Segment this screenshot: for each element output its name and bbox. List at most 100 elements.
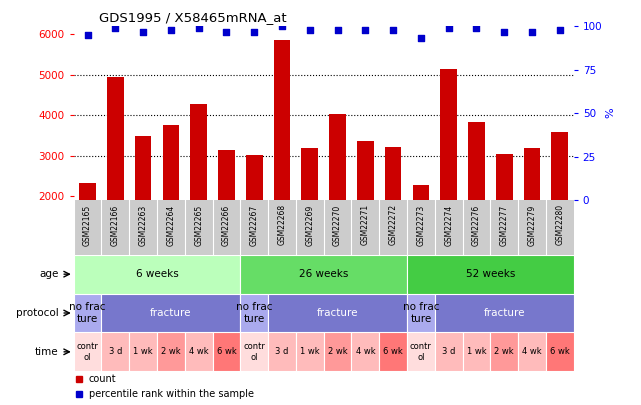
Bar bbox=[74, 294, 101, 333]
Text: GSM22266: GSM22266 bbox=[222, 204, 231, 245]
Text: 4 wk: 4 wk bbox=[189, 347, 208, 356]
Text: GSM22274: GSM22274 bbox=[444, 204, 453, 245]
Point bbox=[554, 27, 565, 33]
Bar bbox=[135, 136, 151, 277]
Text: contr
ol: contr ol bbox=[77, 342, 99, 362]
Text: 52 weeks: 52 weeks bbox=[465, 269, 515, 279]
Text: age: age bbox=[39, 269, 59, 279]
Text: 2 wk: 2 wk bbox=[161, 347, 181, 356]
Bar bbox=[213, 333, 240, 371]
Bar bbox=[190, 104, 207, 277]
Bar bbox=[74, 255, 240, 294]
Text: 3 d: 3 d bbox=[109, 347, 122, 356]
Text: 2 wk: 2 wk bbox=[328, 347, 347, 356]
Bar bbox=[413, 185, 429, 277]
Text: 1 wk: 1 wk bbox=[133, 347, 153, 356]
Bar bbox=[157, 333, 185, 371]
Bar bbox=[268, 333, 296, 371]
Text: 4 wk: 4 wk bbox=[356, 347, 375, 356]
Point bbox=[110, 25, 121, 31]
Bar bbox=[185, 333, 213, 371]
Text: GSM22264: GSM22264 bbox=[167, 204, 176, 245]
Text: fracture: fracture bbox=[150, 308, 192, 318]
Bar bbox=[268, 294, 407, 333]
Bar bbox=[101, 294, 240, 333]
Bar bbox=[463, 333, 490, 371]
Bar bbox=[551, 132, 568, 277]
Bar bbox=[407, 255, 574, 294]
Bar bbox=[129, 333, 157, 371]
Text: 6 wk: 6 wk bbox=[550, 347, 570, 356]
Text: GSM22269: GSM22269 bbox=[305, 204, 314, 245]
Text: GSM22263: GSM22263 bbox=[138, 204, 147, 245]
Bar bbox=[435, 294, 574, 333]
Text: GSM22273: GSM22273 bbox=[417, 204, 426, 245]
Bar bbox=[468, 122, 485, 277]
Point bbox=[304, 27, 315, 33]
Point bbox=[249, 28, 260, 35]
Text: no frac
ture: no frac ture bbox=[69, 302, 106, 324]
Text: GSM22166: GSM22166 bbox=[111, 204, 120, 245]
Bar bbox=[351, 333, 379, 371]
Point bbox=[527, 28, 537, 35]
Text: fracture: fracture bbox=[317, 308, 358, 318]
Text: protocol: protocol bbox=[16, 308, 59, 318]
Text: contr
ol: contr ol bbox=[410, 342, 432, 362]
Bar bbox=[296, 333, 324, 371]
Bar bbox=[101, 333, 129, 371]
Bar bbox=[379, 333, 407, 371]
Bar bbox=[435, 333, 463, 371]
Text: GSM22277: GSM22277 bbox=[500, 204, 509, 245]
Y-axis label: %: % bbox=[605, 108, 615, 118]
Bar bbox=[246, 155, 263, 277]
Text: GSM22280: GSM22280 bbox=[555, 204, 564, 245]
Bar bbox=[440, 69, 457, 277]
Bar bbox=[324, 333, 351, 371]
Point bbox=[444, 25, 454, 31]
Point bbox=[499, 28, 510, 35]
Point bbox=[194, 25, 204, 31]
Bar bbox=[407, 333, 435, 371]
Bar bbox=[329, 114, 346, 277]
Point bbox=[166, 27, 176, 33]
Bar bbox=[407, 294, 435, 333]
Text: GSM22267: GSM22267 bbox=[250, 204, 259, 245]
Bar bbox=[274, 40, 290, 277]
Text: time: time bbox=[35, 347, 59, 357]
Text: 26 weeks: 26 weeks bbox=[299, 269, 349, 279]
Bar bbox=[496, 154, 513, 277]
Text: GSM22270: GSM22270 bbox=[333, 204, 342, 245]
Point bbox=[277, 23, 287, 30]
Bar bbox=[518, 333, 546, 371]
Text: GSM22271: GSM22271 bbox=[361, 204, 370, 245]
Text: GSM22268: GSM22268 bbox=[278, 204, 287, 245]
Bar bbox=[357, 141, 374, 277]
Point bbox=[360, 27, 370, 33]
Bar bbox=[546, 333, 574, 371]
Text: 1 wk: 1 wk bbox=[467, 347, 487, 356]
Bar bbox=[240, 255, 407, 294]
Text: contr
ol: contr ol bbox=[244, 342, 265, 362]
Bar bbox=[524, 148, 540, 277]
Bar bbox=[79, 183, 96, 277]
Point bbox=[416, 35, 426, 42]
Bar bbox=[385, 147, 401, 277]
Text: GSM22265: GSM22265 bbox=[194, 204, 203, 245]
Text: GSM22272: GSM22272 bbox=[388, 204, 397, 245]
Text: no frac
ture: no frac ture bbox=[236, 302, 272, 324]
Bar bbox=[301, 148, 318, 277]
Text: GSM22276: GSM22276 bbox=[472, 204, 481, 245]
Point bbox=[221, 28, 231, 35]
Bar bbox=[107, 77, 124, 277]
Bar bbox=[490, 333, 518, 371]
Text: 6 wk: 6 wk bbox=[383, 347, 403, 356]
Bar bbox=[240, 294, 268, 333]
Point bbox=[388, 27, 398, 33]
Point bbox=[138, 28, 148, 35]
Text: no frac
ture: no frac ture bbox=[403, 302, 439, 324]
Text: GDS1995 / X58465mRNA_at: GDS1995 / X58465mRNA_at bbox=[99, 11, 287, 24]
Text: 3 d: 3 d bbox=[442, 347, 455, 356]
Text: 2 wk: 2 wk bbox=[494, 347, 514, 356]
Point bbox=[83, 32, 93, 38]
Text: 6 wk: 6 wk bbox=[217, 347, 237, 356]
